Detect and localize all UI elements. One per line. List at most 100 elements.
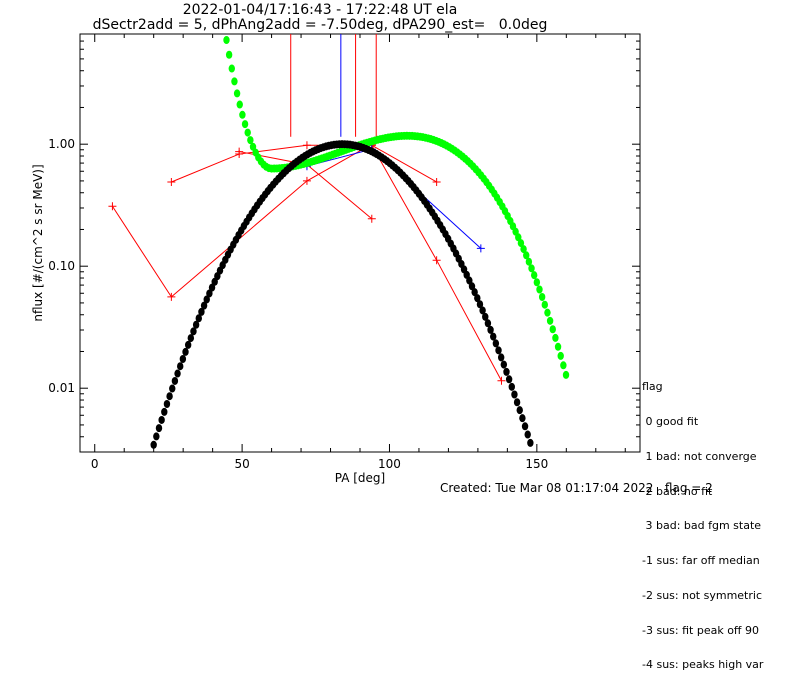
black-fit-point xyxy=(476,300,484,309)
green-fit-point xyxy=(247,136,254,145)
black-fit-point xyxy=(490,332,497,341)
data-point-red xyxy=(167,177,176,186)
x-tick-label: 50 xyxy=(234,457,249,471)
green-fit-point xyxy=(554,342,562,351)
black-fit-point xyxy=(492,339,500,348)
footer-created: Created: Tue Mar 08 01:17:04 2022 xyxy=(440,481,654,495)
green-fit-point xyxy=(546,316,554,325)
legend-item-2: 2 bad: no fit xyxy=(642,484,713,498)
green-fit-point xyxy=(538,293,546,302)
green-fit-point xyxy=(231,77,238,86)
series-red-0 xyxy=(112,143,373,298)
black-fit-point xyxy=(158,415,165,424)
black-fit-point xyxy=(511,390,518,399)
flag-legend: flag 0 good fit 1 bad: not converge 2 ba… xyxy=(642,358,763,683)
green-fit-point xyxy=(528,264,535,273)
black-fit-point xyxy=(161,407,168,416)
black-fit-point xyxy=(508,382,515,391)
black-fit-point xyxy=(497,353,505,362)
black-fit-point xyxy=(198,307,205,316)
legend-item-3: 3 bad: bad fgm state xyxy=(642,519,762,533)
green-fit-point xyxy=(523,251,530,260)
black-fit-point xyxy=(192,320,200,329)
green-fit-point xyxy=(515,233,522,242)
black-fit-point xyxy=(468,282,476,291)
legend-title: flag xyxy=(642,380,663,394)
black-fit-point xyxy=(521,422,529,431)
footer: Created: Tue Mar 08 01:17:04 2022 flag =… xyxy=(440,481,713,495)
x-tick-label: 100 xyxy=(378,457,401,471)
black-fit-point xyxy=(171,376,179,385)
black-fit-point xyxy=(505,375,513,384)
green-fit-point xyxy=(525,257,533,266)
black-fit-point xyxy=(495,346,502,355)
legend-item-7: -4 sus: peaks high var xyxy=(642,658,764,672)
black-fit-point xyxy=(166,392,173,401)
green-fit-point xyxy=(223,36,230,45)
black-fit-point xyxy=(524,430,531,439)
black-fit-point xyxy=(177,362,184,371)
black-fit-point xyxy=(187,334,195,343)
black-fit-point xyxy=(519,414,526,423)
data-point-red xyxy=(167,292,176,301)
black-fit-point xyxy=(206,289,213,298)
legend-item-1: 1 bad: not converge xyxy=(642,449,757,463)
chart-title-line1: 2022-01-04/17:16:43 - 17:22:48 UT ela xyxy=(182,2,458,18)
black-fit-point xyxy=(155,424,163,433)
black-fit-point xyxy=(527,438,534,447)
y-tick-label: 0.01 xyxy=(48,381,75,395)
data-point-red xyxy=(302,141,311,150)
black-fit-point xyxy=(513,398,521,407)
black-fit-point xyxy=(169,384,176,393)
data-point-blue xyxy=(476,244,485,253)
green-fit-point xyxy=(520,245,527,254)
green-fit-point xyxy=(549,325,556,334)
green-fit-point xyxy=(557,351,564,360)
black-fit-point xyxy=(195,314,202,323)
black-fit-point xyxy=(471,288,478,297)
black-fit-point xyxy=(208,283,216,292)
black-fit-point xyxy=(482,312,489,321)
black-fit-point xyxy=(516,406,523,415)
green-fit-point xyxy=(533,278,541,287)
data-point-red xyxy=(235,147,244,156)
black-fit-point xyxy=(474,294,481,303)
black-fit-point xyxy=(184,340,192,349)
black-fit-point xyxy=(484,319,492,328)
green-fit-point xyxy=(249,142,257,151)
y-axis-label: nflux [#/(cm^2 s sr MeV)] xyxy=(31,164,45,321)
data-point-red xyxy=(108,202,117,211)
black-fit-point xyxy=(182,347,189,356)
footer-flag: flag = 2 xyxy=(664,481,713,495)
green-fit-point xyxy=(552,333,559,342)
green-fit-point xyxy=(530,271,538,280)
x-tick-label: 0 xyxy=(91,457,99,471)
data-point-red xyxy=(432,256,441,265)
legend-item-0: 0 good fit xyxy=(642,414,699,428)
green-fit-point xyxy=(536,285,543,294)
green-fit-point xyxy=(233,89,241,98)
green-fit-point xyxy=(225,50,233,59)
chart-title-line2: dSectr2add = 5, dPhAng2add = -7.50deg, d… xyxy=(92,17,548,33)
legend-item-4: -1 sus: far off median xyxy=(642,554,760,568)
black-fit-point xyxy=(174,369,181,378)
black-fit-point xyxy=(163,400,171,409)
green-fit-point xyxy=(517,239,525,248)
x-axis-label: PA [deg] xyxy=(335,471,385,485)
green-fit-point xyxy=(544,308,551,317)
green-fit-point xyxy=(228,64,235,73)
black-fit-point xyxy=(200,301,208,310)
data-point-red xyxy=(302,176,311,185)
data-point-red xyxy=(497,376,506,385)
green-fit-point xyxy=(560,361,567,370)
black-fit-point xyxy=(487,325,494,334)
data-point-red xyxy=(367,214,376,223)
black-fit-point xyxy=(503,367,510,376)
green-fit-point xyxy=(241,120,249,129)
legend-item-5: -2 sus: not symmetric xyxy=(642,588,762,602)
x-tick-label: 150 xyxy=(525,457,548,471)
green-fit-point xyxy=(244,128,251,137)
legend-item-6: -3 sus: fit peak off 90 xyxy=(642,623,759,637)
black-fit-point xyxy=(179,354,187,363)
black-fit-point xyxy=(479,306,486,315)
